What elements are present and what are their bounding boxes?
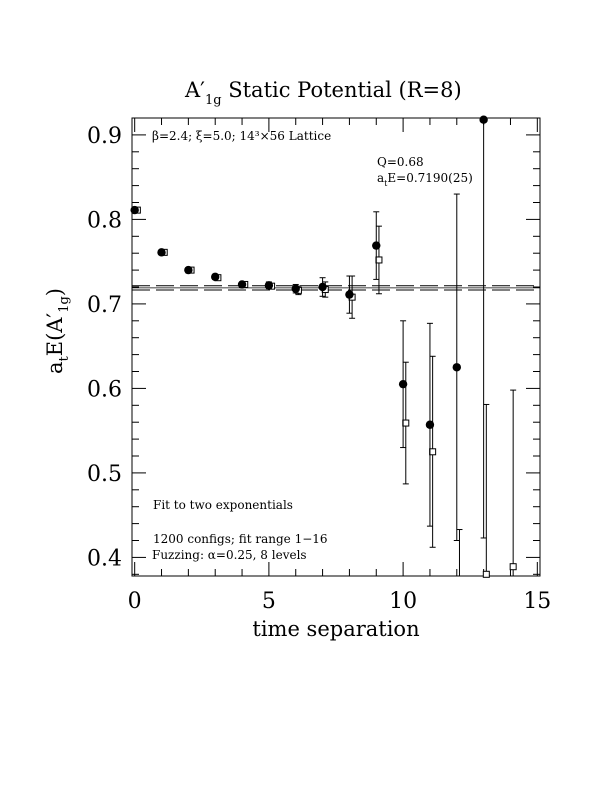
y-axis-label: atE(A′1g) xyxy=(43,288,72,374)
axis-ticks xyxy=(132,117,540,576)
series-filled-circles xyxy=(130,115,488,542)
y-tick-label: 0.7 xyxy=(87,293,122,318)
x-tick-label: 15 xyxy=(523,589,551,614)
circle-point xyxy=(345,290,354,299)
circle-point xyxy=(452,363,461,372)
circle-point xyxy=(479,115,488,124)
plot-frame xyxy=(131,117,541,577)
square-point xyxy=(482,570,490,578)
fuzzing-annotation: Fuzzing: α=0.25, 8 levels xyxy=(152,548,307,562)
circle-point xyxy=(130,205,139,215)
y-tick-label: 0.9 xyxy=(87,124,122,149)
circle-point xyxy=(425,420,435,429)
circle-point xyxy=(184,265,193,275)
circle-point xyxy=(237,280,247,289)
axis-tick-labels: 0 5 10 15 0.4 0.5 0.6 0.7 0.8 0.9 xyxy=(87,124,551,614)
fit-method-annotation: Fit to two exponentials xyxy=(153,498,293,512)
circle-point xyxy=(291,284,300,293)
configs-annotation: 1200 configs; fit range 1−16 xyxy=(153,532,328,546)
y-tick-label: 0.5 xyxy=(87,462,122,487)
x-tick-label: 0 xyxy=(128,589,142,614)
square-point xyxy=(402,419,410,427)
x-tick-label: 10 xyxy=(389,589,417,614)
circle-point xyxy=(157,248,166,257)
y-tick-label: 0.4 xyxy=(87,546,122,571)
circle-point xyxy=(318,282,327,292)
square-point xyxy=(375,256,383,264)
fit-band xyxy=(132,285,540,291)
x-tick-label: 5 xyxy=(262,589,276,614)
lattice-annotation: β=2.4; ξ=5.0; 14³×56 Lattice xyxy=(152,129,331,143)
circle-point xyxy=(211,272,220,282)
x-axis-label: time separation xyxy=(252,617,419,641)
square-point xyxy=(509,563,517,571)
circle-point xyxy=(398,379,408,389)
ate-annotation: atE=0.7190(25) xyxy=(377,171,473,188)
square-point xyxy=(429,448,437,456)
q-annotation: Q=0.68 xyxy=(377,155,424,169)
series-open-squares xyxy=(133,206,517,578)
y-tick-label: 0.6 xyxy=(87,377,122,402)
y-tick-label: 0.8 xyxy=(87,208,122,233)
circle-point xyxy=(372,241,381,250)
chart-title: A′1g Static Potential (R=8) xyxy=(184,78,462,108)
circle-point xyxy=(264,281,274,290)
